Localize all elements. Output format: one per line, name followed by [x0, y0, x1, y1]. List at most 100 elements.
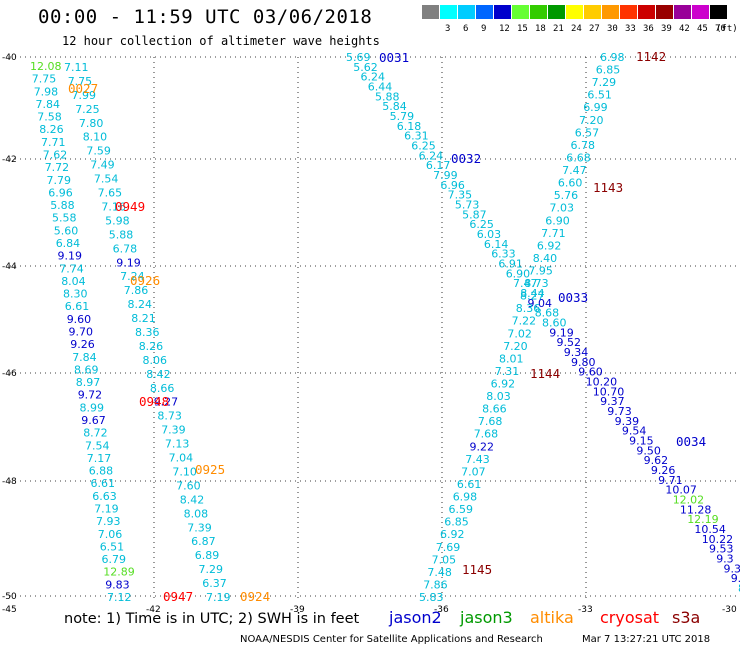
legend-swatch — [602, 5, 619, 19]
legend-swatch — [548, 5, 565, 19]
wave-height-value: 9.50 — [636, 444, 661, 457]
satellite-cryosat: cryosat — [600, 608, 660, 627]
wave-height-value: 6.63 — [92, 490, 117, 503]
wave-height-value: 6.33 — [491, 248, 516, 261]
wave-height-value: 9.52 — [557, 336, 582, 349]
wave-height-value: 6.88 — [89, 465, 114, 478]
wave-height-value: 6.51 — [100, 540, 125, 553]
wave-height-value: 6.25 — [469, 218, 494, 231]
legend-label: 3 — [445, 24, 451, 34]
wave-height-value: 12.19 — [687, 513, 719, 526]
wave-height-value: 9.73 — [607, 405, 632, 418]
wave-height-value: 7.49 — [90, 159, 115, 172]
wave-height-value: 7.20 — [503, 340, 528, 353]
wave-height-value: 9.62 — [644, 454, 669, 467]
wave-height-value: 7.29 — [199, 563, 224, 576]
legend-label: 27 — [589, 24, 600, 34]
wave-height-value: 6.59 — [449, 503, 474, 516]
wave-height-value: 8.72 — [83, 427, 108, 440]
legend-swatch — [512, 5, 529, 19]
wave-height-value: 8.99 — [80, 401, 105, 414]
wave-height-value: 7.54 — [85, 439, 110, 452]
wave-height-value: 8.26 — [39, 123, 64, 136]
legend-label: 33 — [625, 24, 636, 34]
wave-height-value: 8.97 — [76, 376, 101, 389]
wave-height-value: 7.79 — [47, 174, 72, 187]
pass-time-label: 0926 — [130, 273, 160, 288]
pass-time-labels: 0027 0949 0926 0948 0925 0947 0924 0031 0032 0033… — [68, 49, 706, 604]
pass-time-label: 0032 — [451, 151, 481, 166]
wave-height-value: 8.60 — [542, 317, 567, 330]
wave-height-value: 12.02 — [673, 494, 705, 507]
wave-height-value: 9.60 — [67, 313, 92, 326]
wave-height-value: 7.84 — [72, 351, 97, 364]
generation-timestamp: Mar 7 13:27:21 UTC 2018 — [582, 634, 711, 645]
lat-tick-label: -42 — [2, 155, 17, 165]
wave-height-value: 9.27 — [154, 396, 179, 409]
wave-height-value: 6.85 — [444, 516, 469, 529]
wave-height-value: 6.89 — [195, 549, 220, 562]
wave-height-value: 7.58 — [37, 111, 62, 124]
lon-tick-label: -45 — [2, 605, 17, 615]
wave-height-value: 7.39 — [187, 521, 212, 534]
wave-height-value: 9.19 — [116, 256, 141, 269]
lon-tick-label: -30 — [722, 605, 737, 615]
wave-height-value: 11.28 — [680, 503, 712, 516]
wave-height-value: 7.19 — [94, 503, 119, 516]
wave-height-value: 8.44 — [520, 287, 545, 300]
legend-label: 24 — [571, 24, 582, 34]
wave-height-value: 7.74 — [59, 262, 84, 275]
wave-height-value: 8.21 — [131, 312, 156, 325]
wave-height-value: 9.19 — [549, 326, 574, 339]
wave-height-value: 7.19 — [206, 591, 231, 604]
wave-height-value: 6.60 — [558, 177, 583, 190]
wave-height-value: 7.06 — [98, 528, 123, 541]
wave-height-value: 7.03 — [550, 202, 575, 215]
altimeter-tracks: 12.087.757.987.847.588.267.717.627.727.7… — [30, 51, 740, 604]
wave-height-value: 7.75 — [68, 75, 93, 88]
wave-height-value: 8.26 — [139, 340, 164, 353]
wave-height-value: 6.18 — [397, 120, 422, 133]
wave-height-value: 6.79 — [102, 553, 127, 566]
wave-height-value: 7.65 — [98, 187, 123, 200]
pass-time-label: 0027 — [68, 81, 98, 96]
wave-height-value: 5.73 — [455, 199, 480, 212]
legend-label: 42 — [679, 24, 690, 34]
wave-height-value: 6.57 — [575, 126, 600, 139]
wave-height-value: 8.73 — [524, 277, 549, 290]
wave-height-value: 7.04 — [169, 452, 194, 465]
wave-height-value: 6.84 — [56, 237, 80, 250]
wave-height-value: 8.27 — [520, 290, 545, 303]
pass-time-label: 1145 — [462, 562, 492, 577]
wave-height-value: 5.69 — [346, 51, 371, 64]
pass-time-label: 0924 — [240, 589, 270, 604]
legend-unit: (ft) — [716, 24, 738, 34]
wave-height-value: 8.04 — [61, 275, 85, 288]
lat-tick-label: -44 — [2, 262, 17, 272]
wave-height-value: 5.84 — [382, 100, 407, 113]
wave-height-value: 7.99 — [72, 89, 97, 102]
wave-height-value: 8.01 — [499, 352, 524, 365]
wave-height-value: 5.83 — [419, 591, 444, 604]
wave-height-value: 9.3 — [716, 553, 734, 566]
lon-tick-label: -36 — [434, 605, 449, 615]
wave-height-value: 6.99 — [583, 101, 608, 114]
legend-label: 12 — [499, 24, 510, 34]
wave-height-value: 9.3 — [724, 562, 740, 575]
legend-swatch — [476, 5, 493, 19]
wave-height-value: 8.08 — [184, 507, 209, 520]
wave-height-value: 5.79 — [390, 110, 415, 123]
wave-height-value: 6.61 — [91, 477, 116, 490]
wave-height-value: 6.61 — [65, 300, 90, 313]
wave-height-value: 5.88 — [109, 228, 134, 241]
wave-height-value: 7.48 — [427, 566, 452, 579]
wave-height-value: 9.26 — [651, 464, 676, 477]
wave-height-value: 9.53 — [709, 543, 734, 556]
wave-height-value: 10.22 — [702, 533, 734, 546]
pass-time-label: 1142 — [636, 49, 666, 64]
wave-height-value: 7.72 — [45, 161, 69, 174]
lon-tick-label: -33 — [578, 605, 593, 615]
wave-height-value: 6.98 — [600, 51, 625, 64]
wave-height-value: 8.68 — [535, 307, 560, 320]
wave-height-value: 7.31 — [495, 365, 520, 378]
